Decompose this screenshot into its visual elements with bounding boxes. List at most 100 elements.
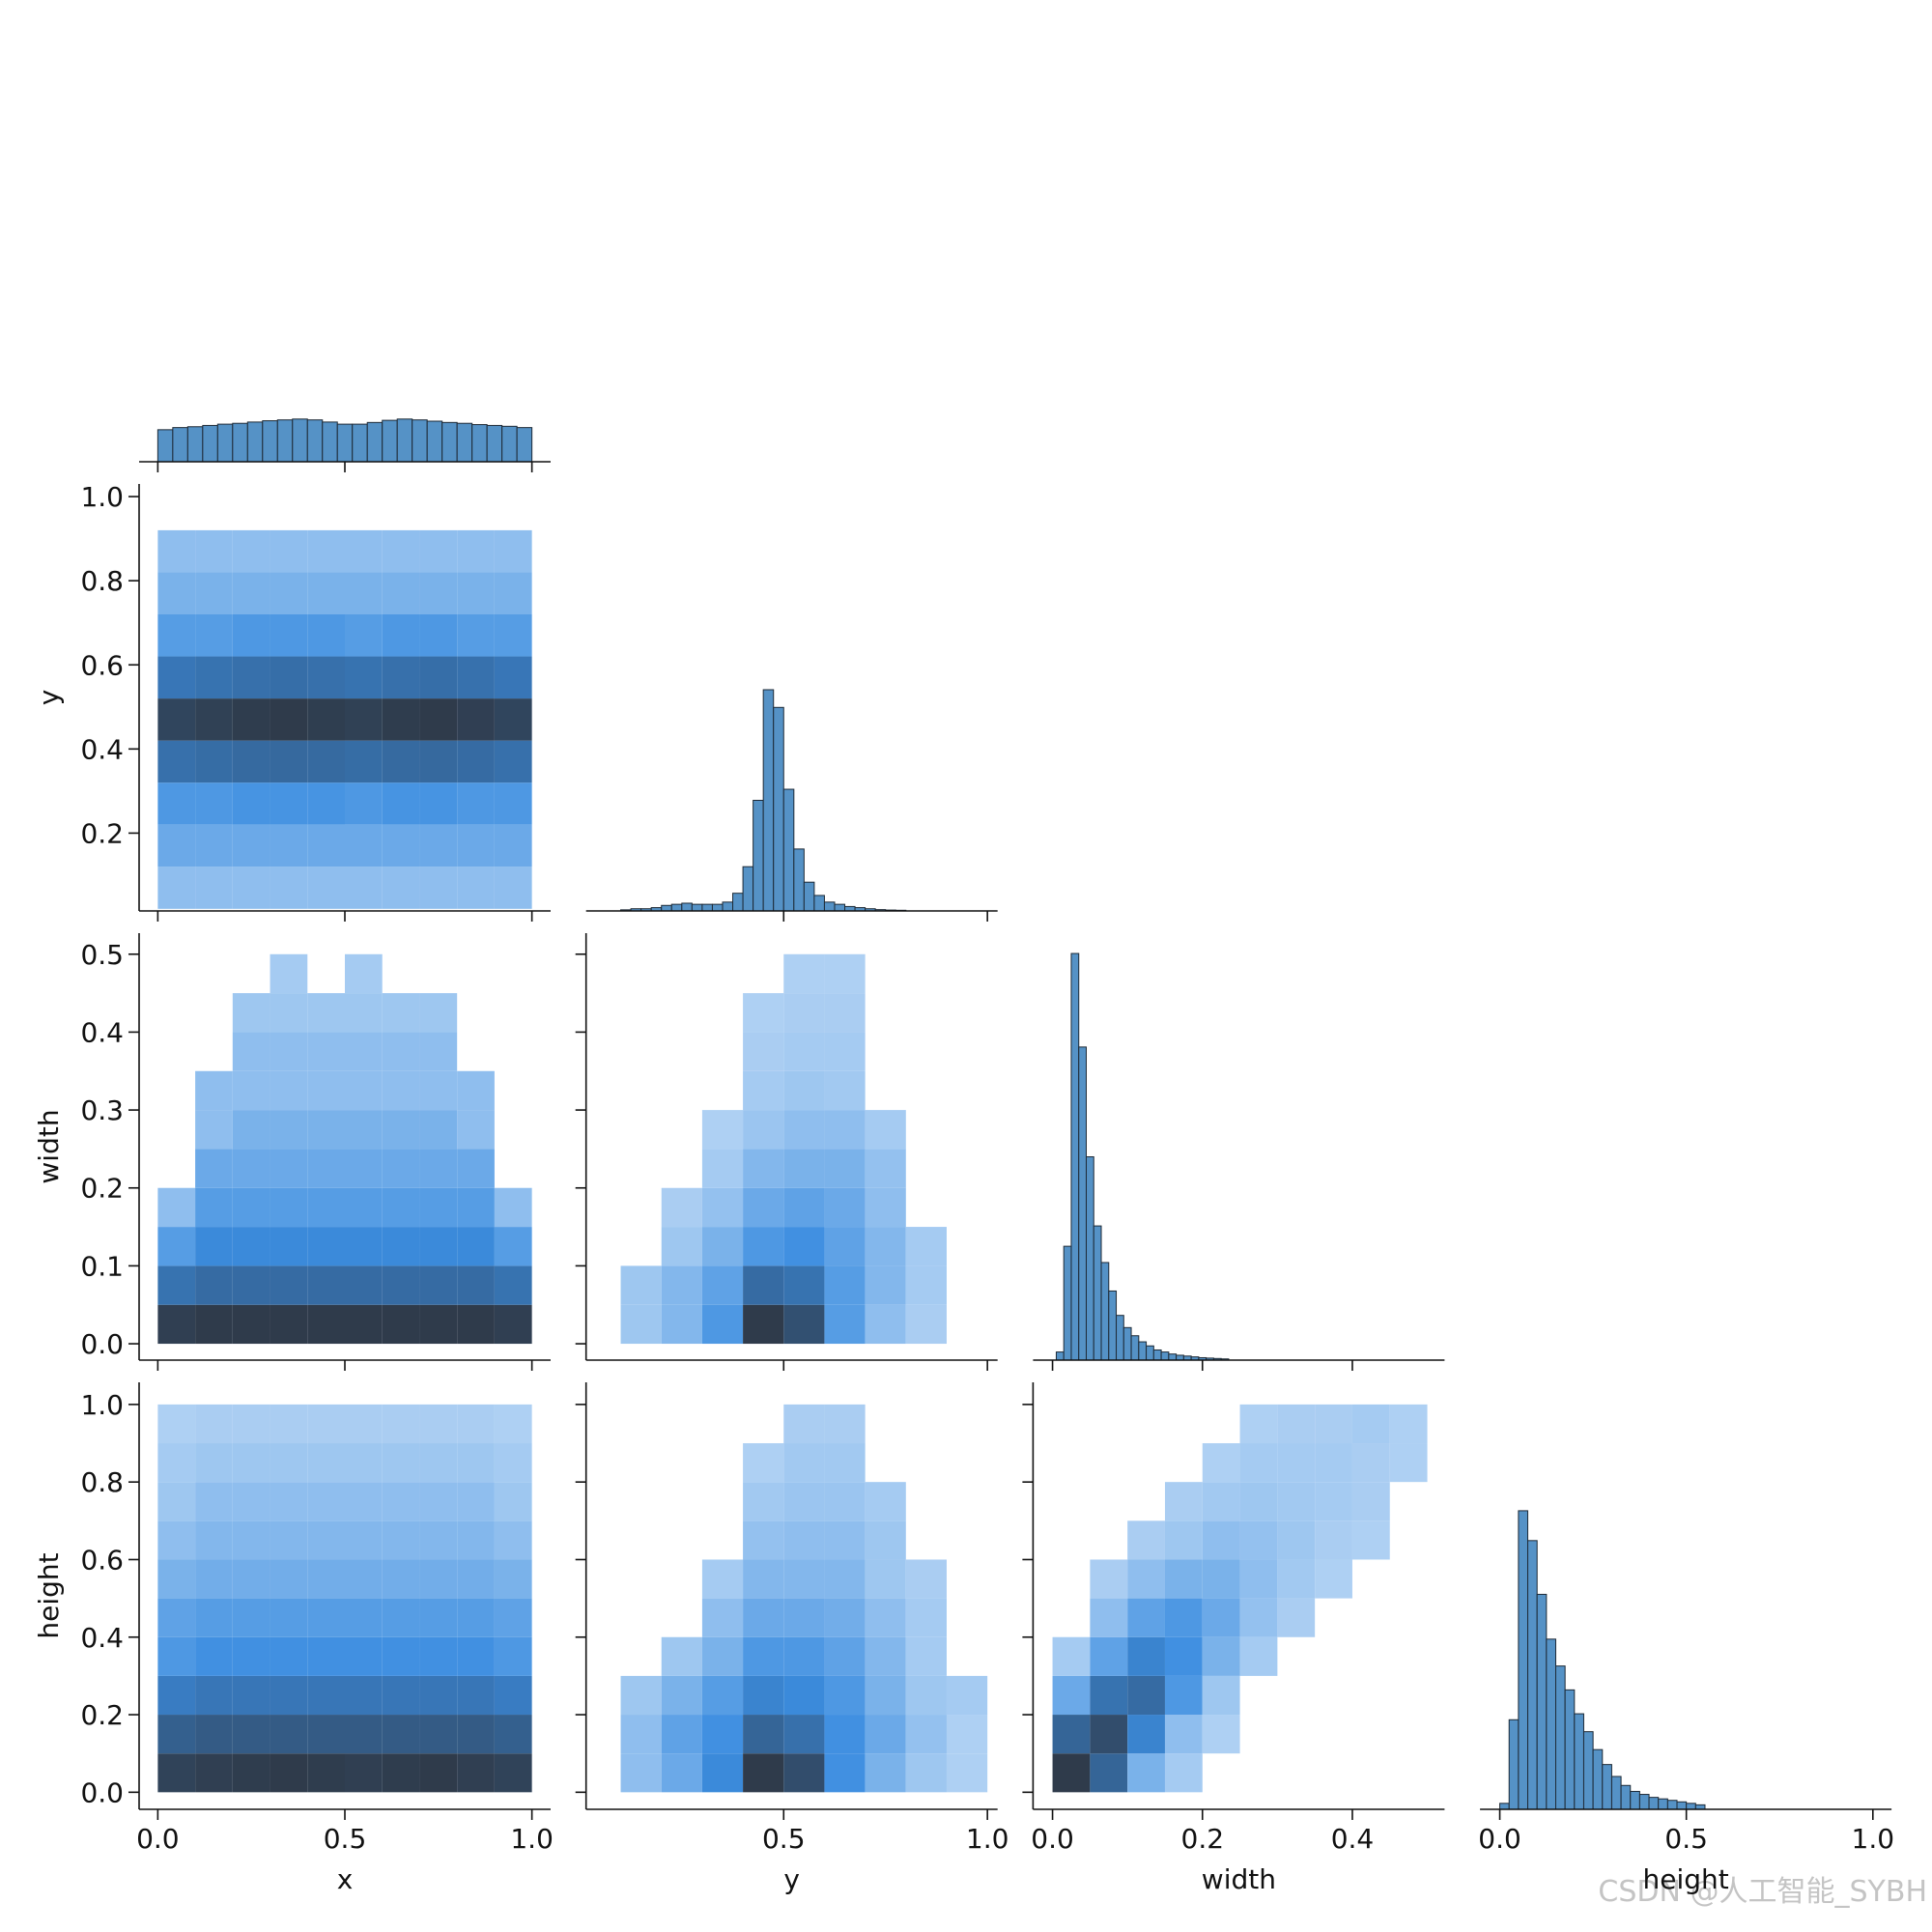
hist2d-cell (382, 1404, 420, 1444)
bar (306, 419, 324, 463)
hist2d-cell (905, 1753, 947, 1793)
hist2d-cell (157, 1715, 196, 1754)
hist2d-cell (307, 993, 345, 1033)
hist2d-cell (457, 782, 495, 825)
hist2d-cell (865, 1675, 906, 1716)
hist2d-cell (824, 1675, 866, 1716)
hist2d-cell (1277, 1520, 1316, 1560)
hist2d-cell (232, 1304, 270, 1345)
hist2d-cell (494, 1636, 532, 1676)
hist2d-cell (661, 1715, 702, 1754)
hist2d-cell (1239, 1598, 1278, 1637)
bar (823, 901, 836, 912)
hist2d-cell (345, 1110, 383, 1150)
bar (1070, 952, 1080, 1361)
hist2d-cell (419, 1070, 458, 1111)
hist2d-cell (232, 656, 270, 699)
hist2d-cell (865, 1598, 906, 1637)
hist2d-cell (232, 782, 270, 825)
hist2d-cell (946, 1675, 988, 1716)
hist2d-cell (783, 1675, 825, 1716)
hist2d-cell (270, 867, 308, 909)
hist2d-cell (494, 824, 532, 867)
hist2d-cell (382, 1559, 420, 1599)
hist2d-cell (419, 1559, 458, 1599)
hist2d-cell (232, 1110, 270, 1150)
bar (366, 421, 384, 463)
hist2d-cell (783, 1032, 825, 1071)
hist2d-cell (419, 529, 458, 573)
hist2d-cell (157, 824, 196, 867)
x-tick-label: 0.5 (1664, 1823, 1708, 1855)
bar (793, 848, 805, 912)
hist2d-cell (824, 1227, 866, 1266)
y-tick-label: 0.2 (80, 817, 124, 849)
bar (1063, 1245, 1072, 1361)
hist2d-cell (419, 1598, 458, 1637)
hist2d-cell (1239, 1559, 1278, 1599)
hist2d-cell (783, 1443, 825, 1483)
bar (1592, 1748, 1604, 1810)
hist2d-cell (270, 1443, 308, 1483)
bar (246, 421, 264, 463)
hist2d-cell (195, 1070, 233, 1111)
hist2d-cell (1315, 1482, 1352, 1521)
hist2d-cell (307, 824, 345, 867)
hist2d-cell (1052, 1636, 1091, 1676)
hist2d-cell (743, 1187, 784, 1228)
hist2d-cell (743, 993, 784, 1033)
hist2d-cell (1202, 1559, 1240, 1599)
hist2d-cell (1127, 1715, 1165, 1754)
hist2d-cell (1239, 1636, 1278, 1676)
hist2d-cell (345, 1227, 383, 1266)
hist2d-cell (270, 824, 308, 867)
hist2d-cell (232, 1070, 270, 1111)
x-tick-label: 1.0 (966, 1823, 1009, 1855)
bar (803, 881, 815, 912)
hist2d-cell (494, 1304, 532, 1345)
hist2d-cell (419, 656, 458, 699)
hist2d-cell (157, 613, 196, 657)
hist2d-cell (783, 1715, 825, 1754)
hist2d-cell (661, 1753, 702, 1793)
bar (486, 424, 503, 463)
hist2d-cell (1202, 1482, 1240, 1521)
hist2d-cell (419, 1404, 458, 1444)
hist2d-cell (865, 1187, 906, 1228)
hist2d-cell (419, 1227, 458, 1266)
hist2d-cell (701, 1636, 744, 1676)
hist2d-cell (195, 1675, 233, 1716)
hist2d-cell (494, 1520, 532, 1560)
hist2d-cell (1164, 1753, 1203, 1793)
hist2d-cell (419, 1753, 458, 1793)
bar (1536, 1593, 1548, 1810)
bar (501, 425, 518, 463)
hist2d-cell (307, 1265, 345, 1305)
hist2d-cell (743, 1675, 784, 1716)
hist2d-cell (157, 1675, 196, 1716)
hist2d-cell (157, 1404, 196, 1444)
bar (661, 904, 672, 912)
hist2d-cell (457, 824, 495, 867)
watermark: CSDN @人工智能_SYBH (1598, 1875, 1927, 1909)
hist2d-cell (195, 740, 233, 783)
hist2d-cell (382, 824, 420, 867)
hist2d-cell (1315, 1443, 1352, 1483)
hist2d-cell (232, 1636, 270, 1676)
hist2d-cell (457, 1304, 495, 1345)
hist2d-cell (270, 1675, 308, 1716)
hist2d-cell (345, 782, 383, 825)
hist2d-cell (743, 1149, 784, 1188)
hist2d-cell (195, 1715, 233, 1754)
hist2d-cell (824, 993, 866, 1033)
hist2d-cell (743, 1559, 784, 1599)
hist2d-cell (1277, 1559, 1316, 1599)
hist2d-cell (701, 1187, 744, 1228)
hist2d-cell (946, 1715, 988, 1754)
hist2d-cell (865, 1520, 906, 1560)
hist2d-cell (1202, 1715, 1240, 1754)
hist2d-cell (661, 1265, 702, 1305)
hist2d-cell (157, 1265, 196, 1305)
hist2d-cell (232, 867, 270, 909)
